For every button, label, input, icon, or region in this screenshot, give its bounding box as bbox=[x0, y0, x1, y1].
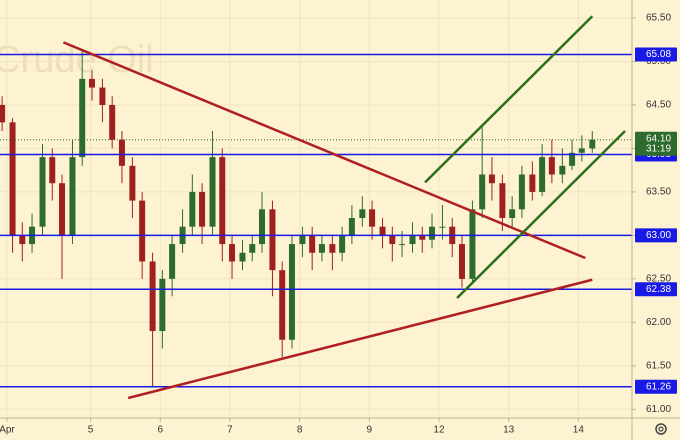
y-tick-label: 61.00 bbox=[646, 404, 671, 415]
candle-body bbox=[109, 104, 116, 140]
candle-body bbox=[419, 235, 426, 240]
candle-body bbox=[429, 226, 436, 240]
candle-body bbox=[258, 209, 265, 245]
candle-body bbox=[9, 122, 16, 236]
candle-body bbox=[209, 157, 216, 227]
candle-body bbox=[118, 139, 125, 166]
candle-body bbox=[249, 244, 256, 253]
candle-body bbox=[589, 139, 596, 149]
candle-body bbox=[578, 148, 585, 153]
candle-body bbox=[169, 244, 176, 279]
candle-body bbox=[279, 270, 286, 340]
candle-body bbox=[199, 191, 206, 227]
y-tick-label: 62.00 bbox=[646, 317, 671, 328]
y-tick-label: 65.00 bbox=[646, 56, 671, 67]
candle-body bbox=[369, 209, 376, 227]
candle-body bbox=[139, 200, 146, 262]
level-label: 61.26 bbox=[646, 381, 671, 392]
y-tick-label: 61.50 bbox=[646, 360, 671, 371]
candle-body bbox=[439, 226, 446, 228]
y-tick-label: 62.50 bbox=[646, 274, 671, 285]
level-label-box bbox=[635, 47, 677, 62]
candle-body bbox=[399, 244, 406, 246]
level-label-box bbox=[635, 282, 677, 297]
level-label-box bbox=[635, 228, 677, 243]
candle-body bbox=[509, 209, 516, 218]
x-tick-label: Apr bbox=[0, 425, 15, 436]
candle-body bbox=[499, 183, 506, 218]
trend-line bbox=[62, 41, 586, 260]
level-label-box bbox=[635, 379, 677, 394]
candle-body bbox=[318, 244, 325, 253]
y-tick-label: 63.50 bbox=[646, 187, 671, 198]
x-tick-label: 5 bbox=[88, 425, 94, 436]
level-label: 63.00 bbox=[646, 230, 671, 241]
x-tick-label: 14 bbox=[573, 425, 585, 436]
trend-line bbox=[424, 15, 594, 184]
candle-body bbox=[159, 278, 166, 332]
candle-body bbox=[379, 226, 386, 236]
candle-body bbox=[88, 78, 95, 88]
x-tick-label: 7 bbox=[227, 425, 233, 436]
x-tick-label: 6 bbox=[157, 425, 163, 436]
countdown-label: 31:19 bbox=[646, 143, 671, 154]
candle-body bbox=[79, 78, 86, 158]
candle-body bbox=[458, 244, 465, 279]
candle-body bbox=[49, 157, 56, 184]
candle-body bbox=[348, 218, 355, 236]
x-tick-label: 8 bbox=[297, 425, 303, 436]
trend-line bbox=[127, 278, 593, 400]
last-price-label: 64.10 bbox=[646, 133, 671, 144]
candle-body bbox=[309, 235, 316, 253]
x-tick-label: 12 bbox=[433, 425, 445, 436]
x-tick-label: 9 bbox=[367, 425, 373, 436]
candle-body bbox=[488, 174, 495, 184]
level-label: 62.38 bbox=[646, 284, 671, 295]
candle-body bbox=[99, 87, 106, 105]
watermark: t Crude Oil bbox=[0, 39, 154, 81]
candle-body bbox=[569, 152, 576, 166]
candle-body bbox=[299, 235, 306, 245]
x-tick-label: 13 bbox=[503, 425, 515, 436]
candle-body bbox=[0, 104, 6, 123]
candle-body bbox=[219, 157, 226, 245]
candle-body bbox=[548, 157, 555, 175]
candle-body bbox=[288, 244, 295, 340]
candle-body bbox=[539, 157, 546, 192]
candle-body bbox=[189, 191, 196, 227]
candle-body bbox=[149, 261, 156, 332]
candle-body bbox=[229, 244, 236, 262]
candle-body bbox=[479, 174, 486, 210]
candle-body bbox=[39, 157, 46, 227]
candle-body bbox=[469, 209, 476, 279]
candle-body bbox=[329, 244, 336, 253]
plot-area bbox=[0, 15, 632, 400]
last-price-box bbox=[635, 131, 677, 156]
candle-body bbox=[518, 174, 525, 210]
settings-icon[interactable] bbox=[655, 423, 667, 435]
candle-body bbox=[339, 235, 346, 253]
candle-body bbox=[559, 165, 566, 175]
candle-body bbox=[19, 235, 26, 245]
candle-body bbox=[389, 235, 396, 245]
axes: 61.0061.5062.0062.5063.0063.5064.0064.50… bbox=[0, 13, 677, 436]
candle-body bbox=[69, 157, 76, 236]
y-tick-label: 65.50 bbox=[646, 13, 671, 24]
y-tick-label: 64.50 bbox=[646, 100, 671, 111]
candle-body bbox=[129, 165, 136, 201]
candle-body bbox=[59, 183, 66, 236]
candle-body bbox=[409, 235, 416, 245]
candle-body bbox=[269, 209, 276, 271]
level-label: 65.08 bbox=[646, 49, 671, 60]
candle-body bbox=[239, 252, 246, 262]
candle-body bbox=[359, 209, 366, 218]
trend-line bbox=[456, 130, 626, 299]
candle-body bbox=[529, 174, 536, 192]
